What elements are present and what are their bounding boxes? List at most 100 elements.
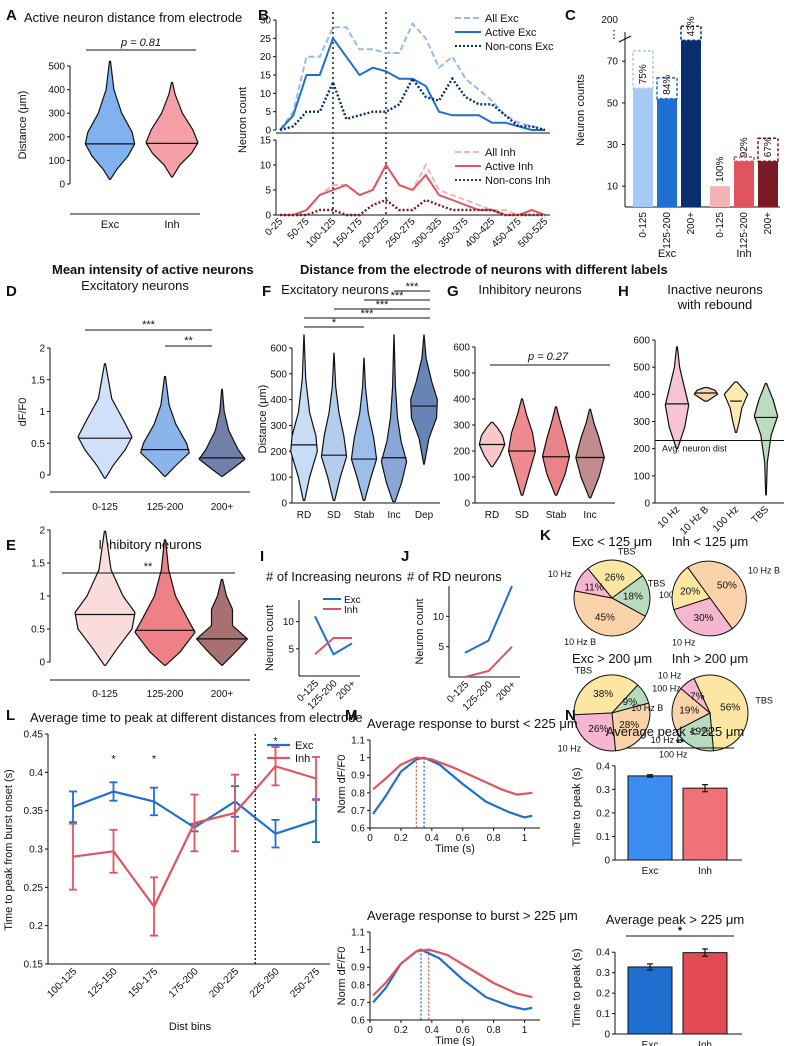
- H-violin-100 Hz: [723, 381, 749, 433]
- K-pct-label: 11%: [584, 582, 603, 593]
- F-y-axis-tick-label: 300: [270, 421, 287, 432]
- J-title: # of RD neurons: [407, 569, 502, 584]
- K-slice-label: TBS: [755, 696, 773, 706]
- N-sig-label: *: [678, 925, 683, 937]
- E-y-axis-tick-label: 1: [39, 592, 45, 603]
- L-legend-label: Inh: [295, 753, 310, 765]
- C-group-label: Exc: [658, 248, 677, 260]
- E-x-tick-label: 200+: [211, 689, 234, 700]
- B-x-tick-label: 500-525: [516, 216, 550, 250]
- M-y-axis-tick-label: 1: [359, 945, 365, 956]
- F-sig-label: ***: [406, 281, 420, 293]
- K-pie-slice: [587, 559, 644, 599]
- D-title: Excitatory neurons: [81, 278, 189, 293]
- A-y-axis-tick-label: 100: [48, 156, 65, 167]
- E-y-axis-tick-label: 2: [39, 526, 45, 537]
- C-x-tick-label: 125-200: [662, 212, 673, 249]
- H-y-axis-tick-label: 200: [633, 444, 650, 455]
- M-series-exc: [372, 756, 533, 819]
- H-violin-10 Hz B: [693, 386, 719, 402]
- L-x-tick-label: 250-275: [288, 966, 322, 1000]
- K-pie-slice: [686, 560, 747, 630]
- B-bottom-y-axis-tick-label: 15: [260, 136, 272, 147]
- F-violin-RD: [290, 334, 318, 502]
- H-y-axis-tick-label: 300: [633, 417, 650, 428]
- M-x-tick-label: 0: [367, 1025, 373, 1036]
- N-x-tick-label: Exc: [642, 866, 659, 877]
- A-y-axis-tick-label: 500: [48, 62, 65, 73]
- N-x-tick-label: Inh: [698, 866, 712, 877]
- panel-letter-N: N: [565, 707, 576, 724]
- K-slice-label: 100 Hz: [659, 749, 688, 759]
- N-y-label: Time to peak (s): [571, 767, 583, 846]
- C-bar-total: [757, 137, 779, 162]
- F-x-tick-label: Stab: [354, 510, 375, 521]
- A-x-tick-label: Exc: [101, 219, 120, 231]
- K-pie-slice: [573, 590, 646, 637]
- panel-letter-A: A: [6, 7, 17, 24]
- E-x-tick-label: 0-125: [92, 689, 118, 700]
- K-slice-label: 10 Hz: [548, 569, 572, 579]
- N-y-axis-tick-label: 0.2: [596, 808, 610, 819]
- N-y-label: Time to peak (s): [571, 948, 583, 1027]
- panel-letter-F: F: [262, 283, 271, 300]
- N-y-axis-tick-label: 0.3: [596, 785, 610, 796]
- J-y-axis-tick-label: 5: [438, 642, 444, 653]
- N-y-axis-tick-label: 0.4: [596, 761, 610, 772]
- G-y-axis-tick-label: 400: [453, 395, 470, 406]
- I-series-exc: [314, 615, 353, 656]
- H-title-line2: with rebound: [677, 297, 752, 312]
- C-bar-active: [681, 40, 701, 207]
- A-y-axis-tick-label: 400: [48, 85, 65, 96]
- K-pct-label: 26%: [605, 572, 625, 583]
- B-top-legend-label: Non-cons Exc: [485, 41, 554, 53]
- panel-letter-M: M: [345, 707, 358, 724]
- G-violin-Stab: [541, 406, 571, 496]
- I-legend-label: Exc: [344, 595, 361, 606]
- D-y-axis-tick-label: 1: [39, 407, 45, 418]
- L-sig-label: *: [273, 735, 278, 747]
- K-pct-label: 56%: [720, 703, 740, 714]
- plots-layer: A Active neuron distance from electrode 0 1…: [3, 7, 784, 1046]
- G-y-axis-tick-label: 0: [464, 499, 470, 510]
- M-y-axis-tick-label: 0.9: [351, 963, 365, 974]
- K-pct-label: 30%: [694, 613, 714, 624]
- C-pct-label: 67%: [763, 137, 774, 157]
- K-pct-label: 9%: [623, 697, 638, 708]
- F-y-axis-tick-label: 200: [270, 447, 287, 458]
- K-pie-title: Exc < 125 μm: [572, 534, 652, 549]
- I-legend-label: Inh: [344, 605, 358, 616]
- D-x-tick-label: 125-200: [147, 502, 184, 513]
- A-x-tick-label: Inh: [164, 219, 179, 231]
- K-pie-slice: [611, 575, 651, 617]
- B-top-y-axis-tick-label: 15: [260, 71, 272, 82]
- G-y-axis-tick-label: 300: [453, 421, 470, 432]
- N-bar-inh: [682, 952, 728, 1035]
- C-bar-total: [733, 156, 755, 162]
- D-y-label: dF/F0: [17, 398, 29, 427]
- C-y-tick-label: 70: [607, 57, 619, 68]
- G-y-axis-tick-label: 200: [453, 447, 470, 458]
- A-y-axis-tick-label: 300: [48, 109, 65, 120]
- M-y-axis-tick-label: 0.7: [351, 998, 365, 1009]
- chart-title: Active neuron distance from electrode: [24, 10, 242, 25]
- panel-letter-D: D: [6, 283, 17, 300]
- G-x-tick-label: Inc: [583, 510, 596, 521]
- L-y-axis-tick-label: 0.25: [24, 883, 44, 894]
- C-break-marker: ⋮: [609, 29, 620, 41]
- M-x-tick-label: 0.4: [425, 1025, 439, 1036]
- F-sig-label: ***: [391, 290, 405, 302]
- C-x-tick-label: 0-125: [715, 212, 726, 238]
- H-violin-TBS: [753, 382, 779, 496]
- K-slice-label: 10 Hz: [672, 638, 696, 648]
- F-x-tick-label: Inc: [387, 510, 400, 521]
- K-slice-label: TBS: [575, 665, 593, 675]
- header-mean-intensity: Mean intensity of active neurons: [52, 262, 254, 277]
- H-y-axis-tick-label: 100: [633, 471, 650, 482]
- D-y-axis-tick-label: 0.5: [31, 439, 45, 450]
- M-x-tick-label: 0: [367, 833, 373, 844]
- F-x-tick-label: RD: [297, 510, 311, 521]
- L-y-axis-tick-label: 0.35: [24, 806, 44, 817]
- K-pie-title: Inh < 125 μm: [672, 534, 749, 549]
- M-series-inh: [372, 756, 533, 796]
